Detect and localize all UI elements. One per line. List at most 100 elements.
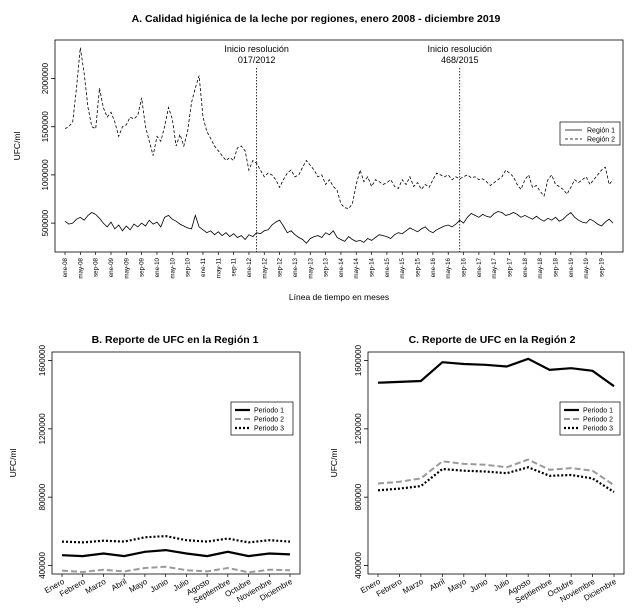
chart-a-x-tick-label: ene-15: [384, 257, 391, 277]
chart-a-x-tick-label: sep-09: [139, 257, 146, 276]
chart-b-legend: Periodo 1 Periodo 2 Periodo 3: [230, 401, 294, 436]
chart-a-y-tick-label: 500000: [41, 209, 50, 236]
chart-a-x-axis: ene-08 may-08 sep-08 ene-09 may-09 sep-09 ene-…: [62, 252, 606, 279]
chart-a-legend-label-1: Región 1: [587, 128, 615, 135]
chart-a-x-tick-label: sep-19: [599, 257, 606, 276]
chart-c-y-tick-label: 400000: [354, 552, 363, 579]
chart-c-y-tick-label: 800000: [354, 483, 363, 510]
chart-a-x-tick-label: sep-13: [323, 257, 330, 276]
chart-a-x-tick-label: may-08: [77, 257, 84, 278]
chart-a-x-tick-label: ene-19: [568, 257, 575, 277]
chart-c-legend: Periodo 1 Periodo 2 Periodo 3: [559, 401, 621, 436]
chart-a-reference-lines: [256, 68, 461, 252]
chart-b-x-tick-label: Marzo: [84, 577, 108, 596]
chart-a-annotation-1-line2: 017/2012: [238, 55, 276, 65]
chart-b-series-line-3: [61, 534, 291, 544]
chart-a-x-tick-label: ene-10: [154, 257, 161, 277]
chart-a-title: A. Calidad higiénica de la leche por reg…: [132, 13, 501, 25]
chart-b-y-tick-label: 800000: [38, 483, 47, 510]
chart-c-x-tick-label: Mayo: [446, 577, 468, 595]
chart-b-series: [61, 534, 291, 574]
chart-c-plot-frame: [367, 351, 625, 575]
chart-c: C. Reporte de UFC en la Región 2 400000 8…: [329, 334, 625, 605]
chart-b-legend-label-3: Periodo 3: [254, 426, 284, 433]
chart-a-x-tick-label: may-19: [583, 257, 590, 278]
chart-b-series-line-2: [61, 565, 291, 574]
chart-b-series-line-1: [61, 548, 291, 558]
chart-a-x-tick-label: may-12: [261, 257, 268, 278]
chart-a-annotation-2-line2: 468/2015: [441, 55, 479, 65]
chart-a-x-tick-label: sep-17: [507, 257, 514, 276]
chart-c-legend-label-3: Periodo 3: [583, 426, 613, 433]
chart-a-y-tick-label: 2000000: [41, 62, 50, 94]
chart-a-annotation-1-line1: Inicio resolución: [224, 44, 289, 54]
chart-a-x-tick-label: may-18: [537, 257, 544, 278]
chart-a-x-tick-label: ene-09: [108, 257, 115, 277]
chart-a-x-tick-label: sep-18: [553, 257, 560, 276]
chart-b: B. Reporte de UFC en la Región 1 400000 8…: [8, 334, 301, 605]
chart-b-x-tick-label: Mayo: [127, 577, 149, 595]
chart-a-legend-label-2: Región 2: [587, 137, 615, 144]
chart-b-y-axis: 400000 800000 1200000 1600000: [38, 344, 52, 579]
chart-a-y-axis: 500000 1000000 1500000 2000000: [41, 62, 55, 236]
chart-a-x-tick-label: may-11: [215, 257, 222, 278]
chart-b-x-tick-label: Abril: [110, 577, 129, 593]
chart-b-legend-label-1: Periodo 1: [254, 408, 284, 415]
chart-a-x-tick-label: ene-13: [292, 257, 299, 277]
chart-a-x-tick-label: sep-14: [369, 257, 376, 276]
chart-a-x-label: Línea de tiempo en meses: [289, 292, 389, 302]
chart-a-x-tick-label: may-17: [491, 257, 498, 278]
chart-a-annotation-2-line1: Inicio resolución: [427, 44, 492, 54]
chart-b-legend-label-2: Periodo 2: [254, 417, 284, 424]
chart-c-x-tick-label: Marzo: [401, 577, 425, 596]
chart-a-x-tick-label: sep-11: [231, 257, 238, 276]
chart-a-x-tick-label: ene-14: [338, 257, 345, 277]
chart-c-x-tick-label: Junio: [468, 577, 490, 595]
chart-a-x-tick-label: sep-12: [277, 257, 284, 276]
chart-a-y-tick-label: 1000000: [41, 159, 50, 191]
chart-c-y-tick-label: 1200000: [354, 413, 363, 445]
chart-a-series: [64, 47, 614, 244]
chart-a-x-tick-label: sep-10: [185, 257, 192, 276]
chart-b-y-tick-label: 1600000: [38, 344, 47, 376]
chart-a-series-line-1: [64, 211, 614, 244]
chart-b-title: B. Reporte de UFC en la Región 1: [92, 334, 259, 346]
chart-a-x-tick-label: may-16: [445, 257, 452, 278]
chart-b-y-tick-label: 400000: [38, 552, 47, 579]
chart-b-x-tick-label: Junio: [149, 577, 171, 595]
chart-c-legend-label-2: Periodo 2: [583, 417, 613, 424]
chart-c-x-tick-label: Abril: [428, 577, 447, 593]
chart-a-legend: Región 1 Región 2: [559, 121, 621, 146]
chart-c-y-tick-label: 1600000: [354, 344, 363, 376]
chart-a-x-tick-label: ene-11: [200, 257, 207, 276]
chart-a-x-tick-label: sep-15: [415, 257, 422, 276]
chart-a-x-tick-label: ene-17: [476, 257, 483, 277]
chart-b-legend-box: [230, 401, 294, 436]
chart-c-series-line-3: [377, 466, 615, 493]
chart-c-title: C. Reporte de UFC en la Región 2: [409, 334, 576, 346]
chart-a-x-tick-label: may-15: [399, 257, 406, 278]
chart-c-y-axis: 400000 800000 1200000 1600000: [354, 344, 368, 579]
chart-a-x-tick-label: may-10: [169, 257, 176, 278]
chart-a-x-tick-label: may-13: [307, 257, 314, 278]
chart-a-x-tick-label: ene-12: [246, 257, 253, 277]
chart-c-series-line-2: [377, 458, 615, 487]
chart-a-x-tick-label: sep-16: [461, 257, 468, 276]
chart-a-y-tick-label: 1500000: [41, 111, 50, 143]
chart-a-x-tick-label: may-14: [353, 257, 360, 278]
chart-b-plot-frame: [51, 351, 301, 575]
chart-c-series: [377, 357, 615, 493]
chart-a-plot-frame: [54, 39, 624, 253]
chart-b-y-tick-label: 1200000: [38, 413, 47, 445]
chart-c-y-label: UFC/ml: [329, 448, 339, 477]
chart-a-x-tick-label: may-09: [123, 257, 130, 278]
chart-a-y-label: UFC/ml: [12, 131, 22, 160]
chart-a: A. Calidad higiénica de la leche por reg…: [12, 13, 624, 302]
chart-a-x-tick-label: ene-08: [62, 257, 69, 277]
chart-b-y-label: UFC/ml: [8, 448, 18, 477]
chart-a-x-tick-label: sep-08: [93, 257, 100, 276]
chart-a-series-line-2: [64, 47, 614, 210]
